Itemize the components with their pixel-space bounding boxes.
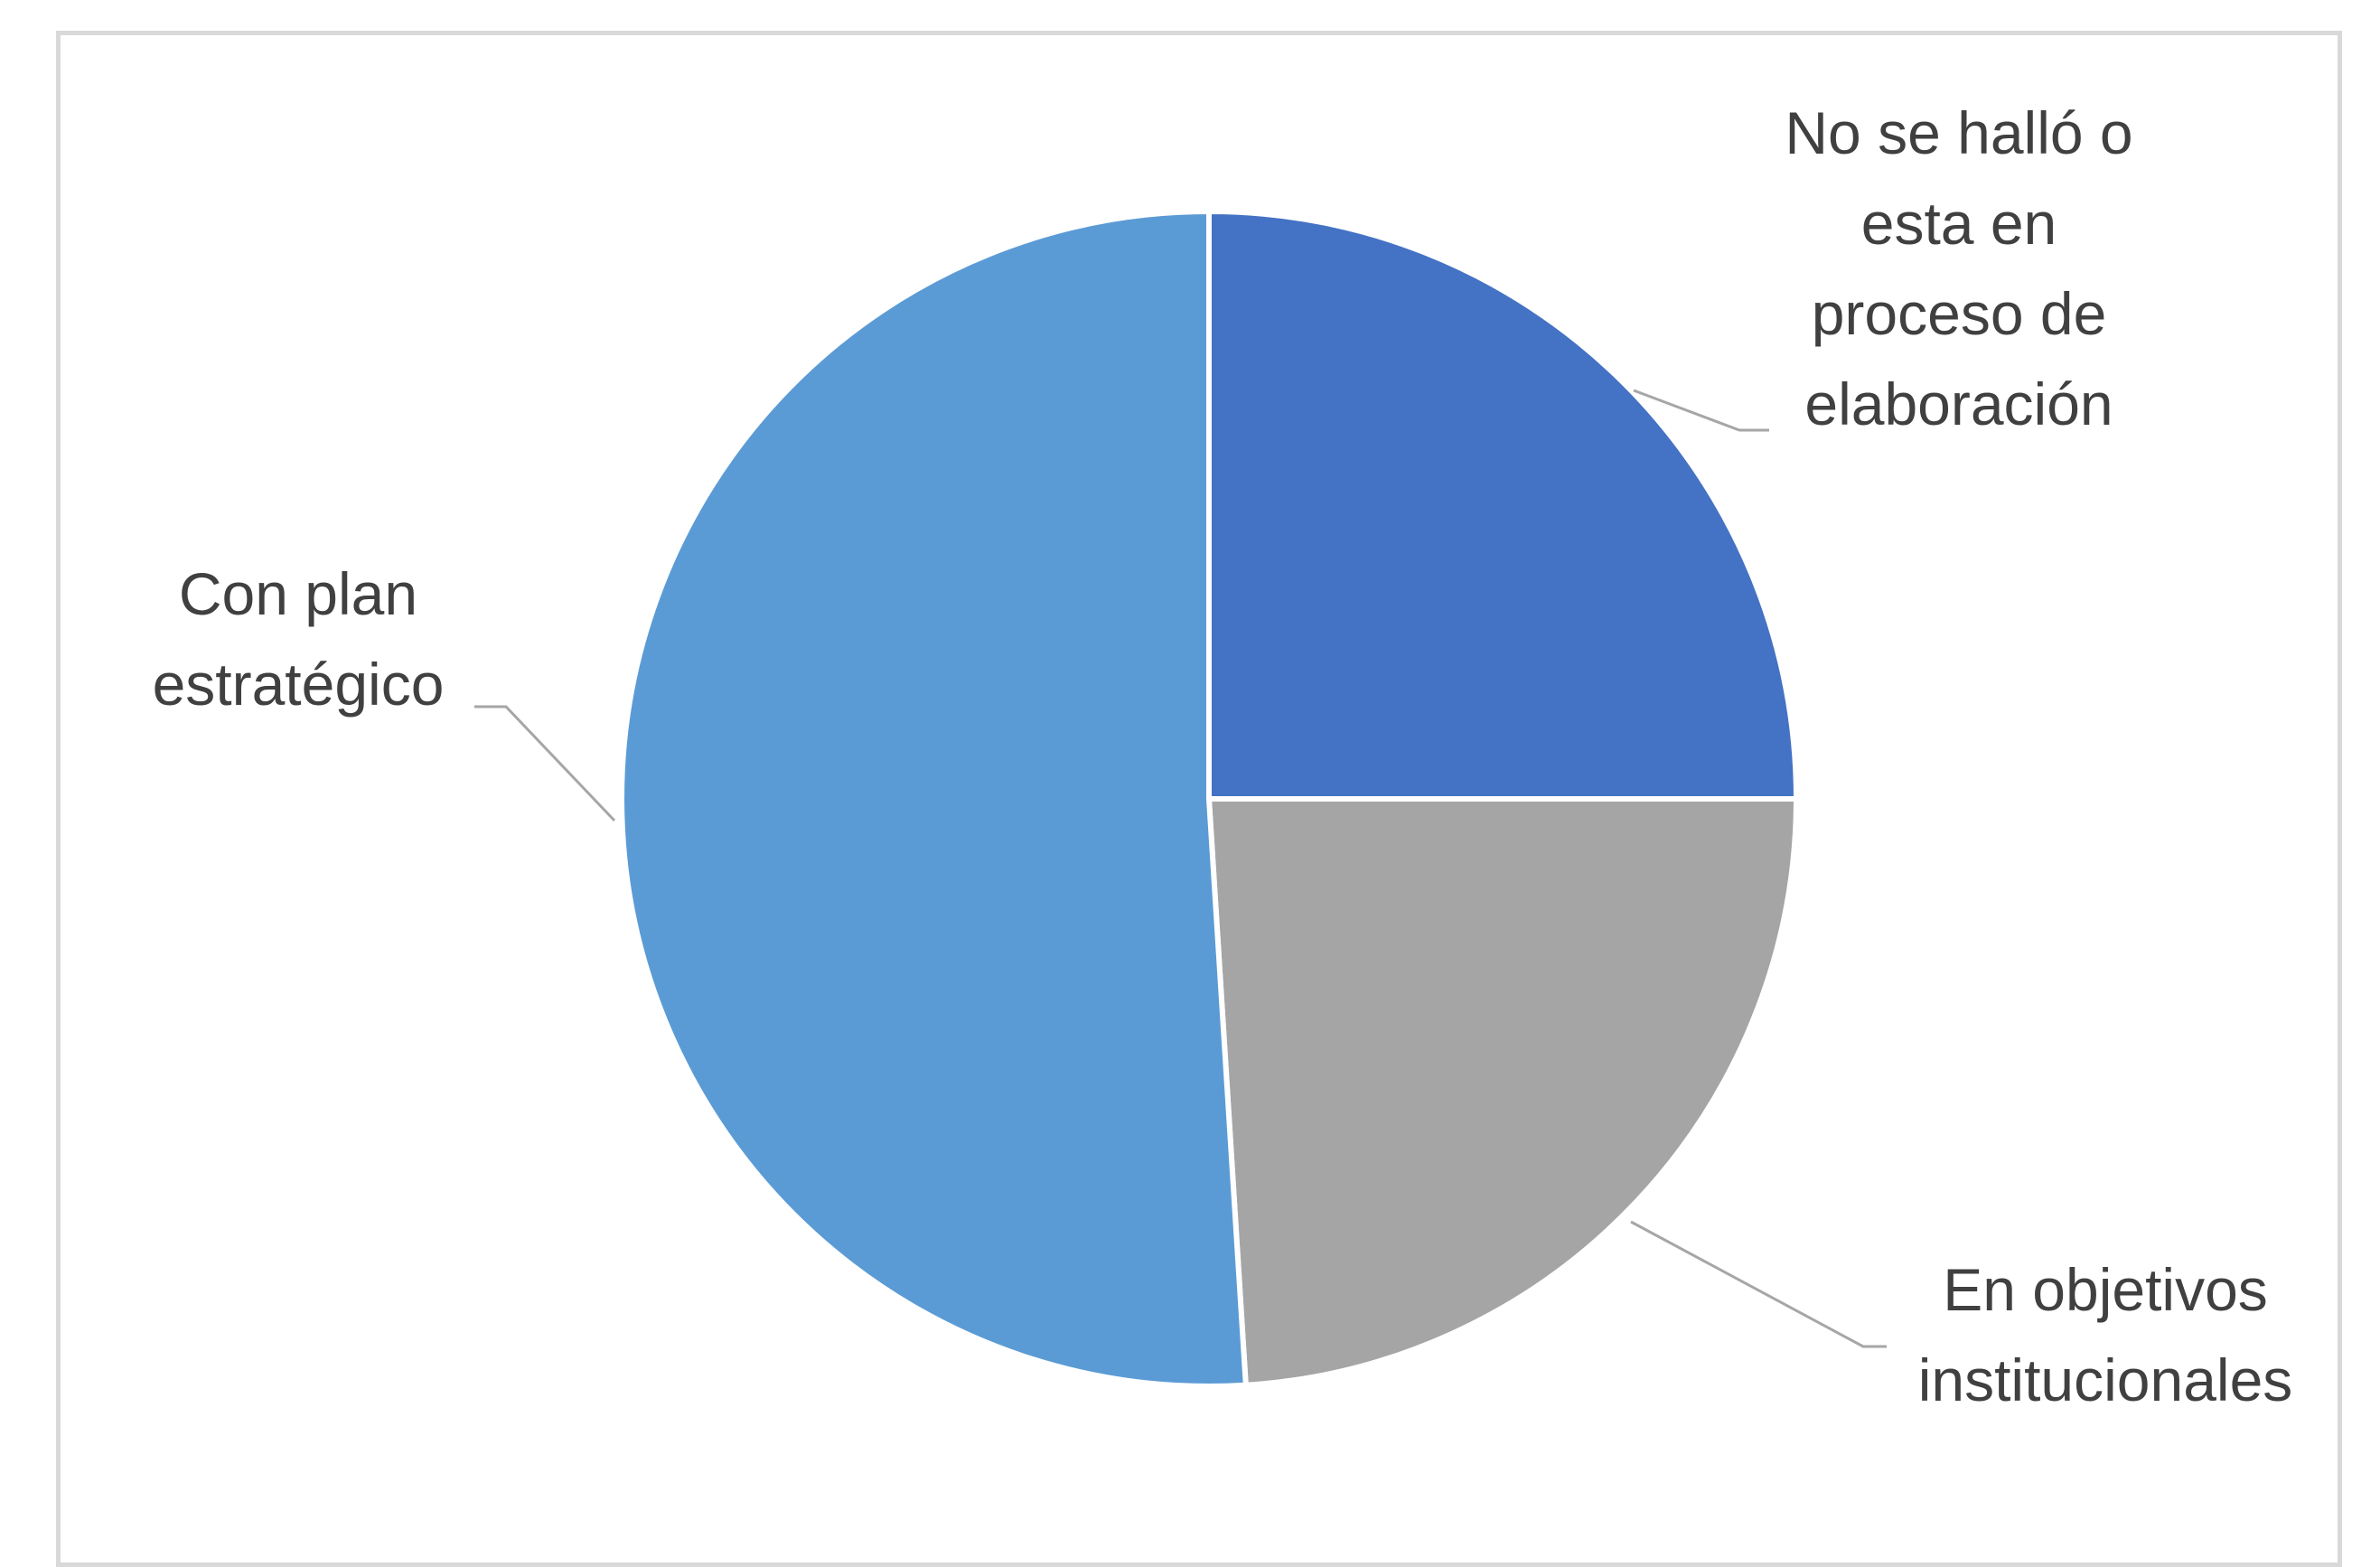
data-label-line: proceso de: [1812, 280, 2107, 347]
leader-line-3: [474, 705, 616, 822]
data-label-line: estratégico: [153, 651, 445, 718]
data-label-line: Con plan: [179, 560, 417, 627]
data-label-line: En objetivos: [1943, 1256, 2268, 1323]
data-label-line: institucionales: [1918, 1346, 2293, 1413]
data-label-line: No se halló o: [1785, 99, 2132, 166]
pie-slice-2: [1206, 796, 1799, 1388]
data-label-line: elaboración: [1804, 371, 2113, 437]
leader-line-2: [1630, 1220, 1887, 1348]
data-label-3: Con plan estratégico: [153, 560, 445, 718]
pie-slice-3: [619, 209, 1249, 1389]
data-label-1: No se halló o esta en proceso de elaboració…: [1785, 99, 2132, 437]
data-label-line: esta en: [1861, 190, 2057, 257]
leader-line-1: [1633, 389, 1769, 432]
data-label-2: En objetivos institucionales: [1918, 1256, 2293, 1413]
pie-slice-1: [1206, 209, 1799, 802]
